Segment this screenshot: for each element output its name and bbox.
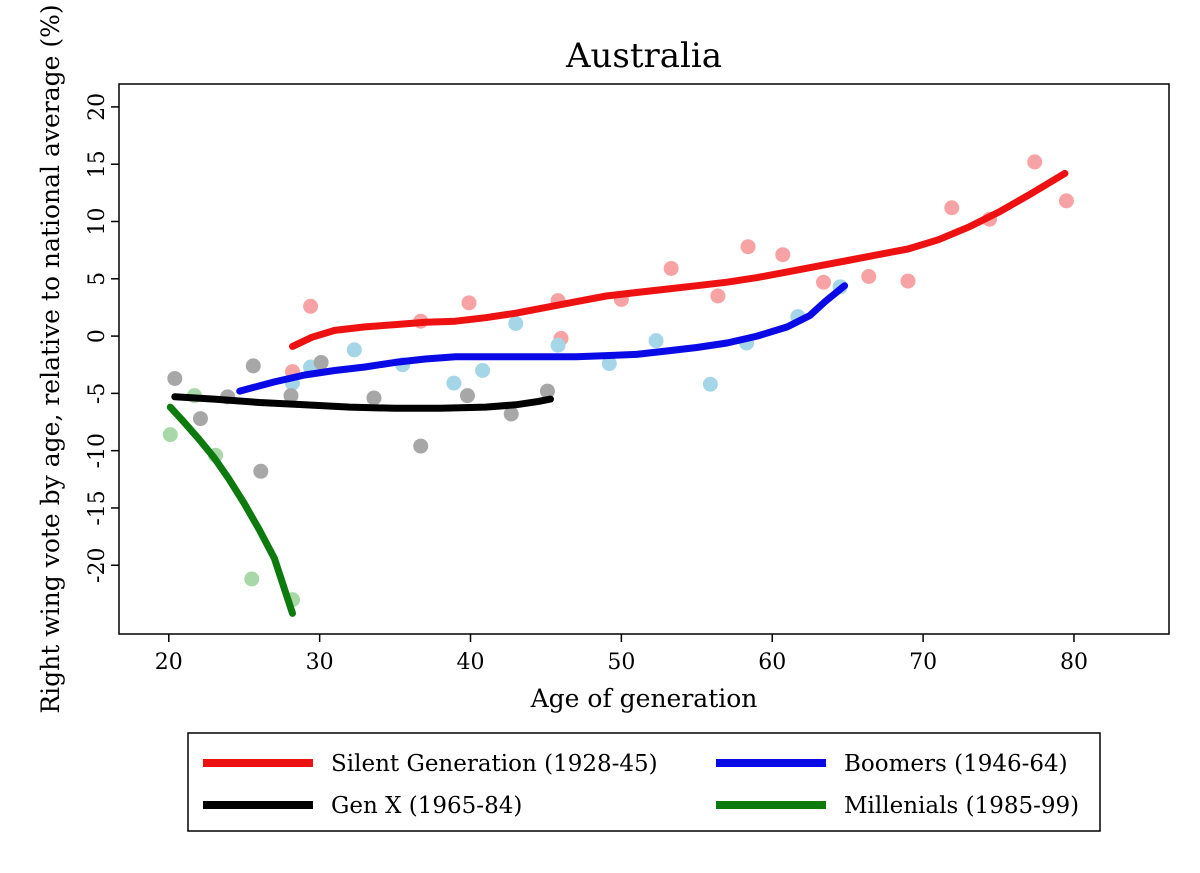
data-point bbox=[663, 260, 679, 276]
data-point bbox=[459, 388, 475, 404]
data-point bbox=[192, 411, 208, 427]
data-point bbox=[245, 358, 261, 374]
x-tick-label: 60 bbox=[758, 650, 786, 675]
trend-line bbox=[166, 403, 296, 617]
data-point bbox=[601, 356, 617, 372]
data-point bbox=[253, 463, 269, 479]
x-tick-label: 50 bbox=[607, 650, 635, 675]
y-tick-label: 5 bbox=[85, 272, 110, 286]
data-point bbox=[475, 362, 491, 378]
data-point bbox=[775, 247, 791, 263]
legend-label: Silent Generation (1928-45) bbox=[331, 751, 658, 777]
chart-title: Australia bbox=[565, 36, 722, 76]
y-tick-label: -15 bbox=[85, 490, 110, 525]
x-axis: 20 30 40 50 60 70 80 bbox=[155, 634, 1088, 675]
data-point bbox=[283, 388, 299, 404]
data-point bbox=[346, 342, 362, 358]
x-tick-label: 70 bbox=[909, 650, 937, 675]
y-axis-label: Right wing vote by age, relative to nati… bbox=[36, 4, 65, 713]
x-tick-label: 80 bbox=[1060, 650, 1088, 675]
data-point bbox=[244, 571, 260, 587]
y-tick-label: 20 bbox=[85, 93, 110, 121]
data-point bbox=[446, 375, 462, 391]
data-point bbox=[550, 337, 566, 353]
y-tick-label: 0 bbox=[85, 329, 110, 343]
x-tick-label: 30 bbox=[306, 650, 334, 675]
legend-label: Gen X (1965-84) bbox=[331, 793, 522, 819]
data-point bbox=[461, 295, 477, 311]
trend-line bbox=[236, 282, 849, 395]
data-point bbox=[167, 370, 183, 386]
x-tick-label: 20 bbox=[155, 650, 183, 675]
data-point bbox=[508, 315, 524, 331]
data-point bbox=[366, 390, 382, 406]
data-point bbox=[1058, 193, 1074, 209]
data-point bbox=[1027, 154, 1043, 170]
data-point bbox=[900, 273, 916, 289]
legend-label: Boomers (1946-64) bbox=[844, 751, 1068, 777]
data-point bbox=[539, 383, 555, 399]
data-point bbox=[710, 288, 726, 304]
data-point bbox=[503, 406, 519, 422]
scatter-points bbox=[162, 154, 1074, 608]
trend-line bbox=[289, 169, 1069, 350]
y-tick-label: 15 bbox=[85, 150, 110, 178]
data-point bbox=[648, 333, 664, 349]
trend-lines bbox=[166, 169, 1069, 617]
y-tick-label: -20 bbox=[85, 548, 110, 583]
data-point bbox=[303, 298, 319, 314]
y-axis: -20 -15 -10 -5 0 5 10 15 20 bbox=[85, 93, 119, 583]
trend-line bbox=[171, 393, 554, 412]
legend-label: Millenials (1985-99) bbox=[844, 793, 1079, 819]
data-point bbox=[816, 274, 832, 290]
x-tick-label: 40 bbox=[457, 650, 485, 675]
legend-box bbox=[187, 732, 1101, 832]
data-point bbox=[944, 200, 960, 216]
y-tick-label: -10 bbox=[85, 433, 110, 468]
data-point bbox=[861, 269, 877, 284]
data-point bbox=[702, 376, 718, 392]
data-point bbox=[313, 354, 329, 370]
data-point bbox=[413, 438, 429, 454]
plot-area bbox=[118, 83, 1170, 635]
y-tick-label: -5 bbox=[85, 383, 110, 404]
data-point bbox=[740, 239, 756, 255]
data-point bbox=[162, 427, 178, 443]
legend: Silent Generation (1928-45) Boomers (1946… bbox=[187, 732, 1101, 832]
x-axis-label: Age of generation bbox=[530, 684, 758, 713]
y-tick-label: 10 bbox=[85, 208, 110, 236]
